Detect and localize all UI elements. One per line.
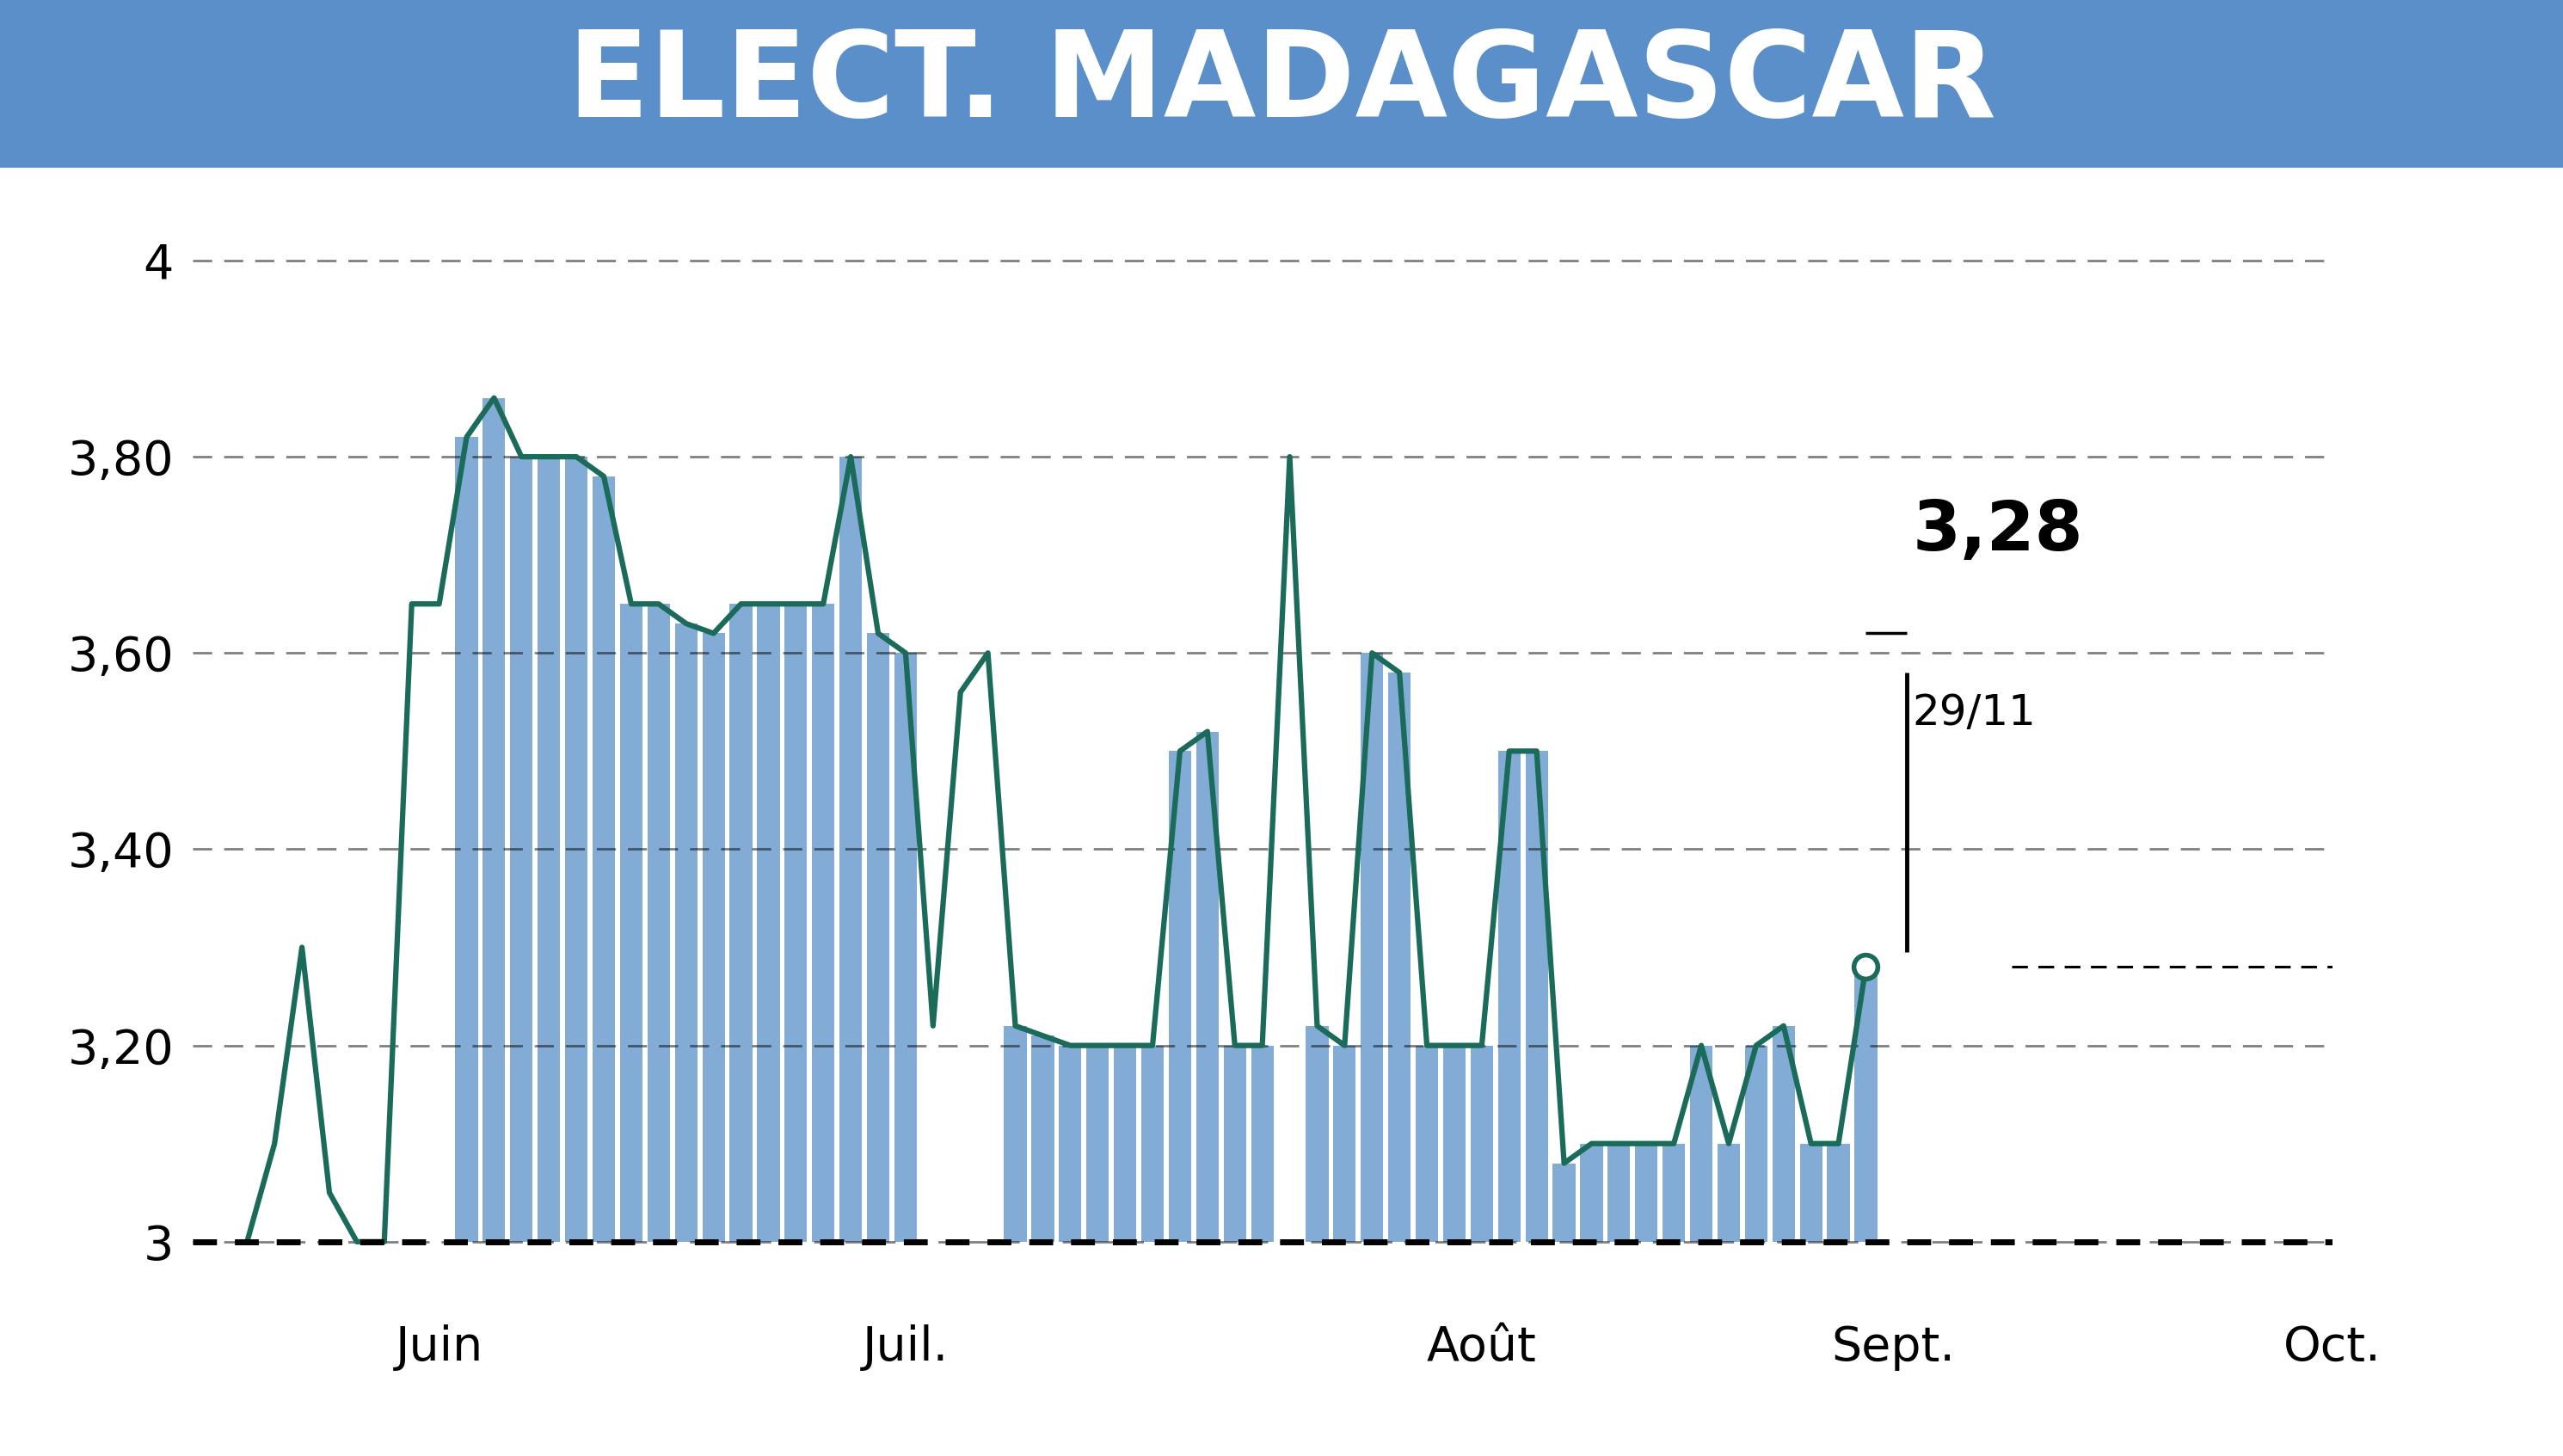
Bar xyxy=(1030,1035,1053,1242)
Bar xyxy=(1799,1143,1822,1242)
Bar xyxy=(1223,1045,1246,1242)
Bar xyxy=(812,604,836,1242)
Bar xyxy=(1169,751,1192,1242)
Bar xyxy=(1689,1045,1712,1242)
Bar xyxy=(1005,1026,1028,1242)
Bar xyxy=(510,457,533,1242)
Bar xyxy=(538,457,561,1242)
Bar xyxy=(648,604,669,1242)
Bar xyxy=(784,604,807,1242)
Bar xyxy=(1663,1143,1684,1242)
Bar xyxy=(1251,1045,1274,1242)
Bar xyxy=(1827,1143,1850,1242)
Bar xyxy=(674,623,697,1242)
Bar xyxy=(1141,1045,1164,1242)
Bar xyxy=(564,457,587,1242)
Bar xyxy=(1607,1143,1630,1242)
Bar xyxy=(894,652,918,1242)
Bar xyxy=(1774,1026,1794,1242)
Bar xyxy=(482,397,505,1242)
Text: ELECT. MADAGASCAR: ELECT. MADAGASCAR xyxy=(566,26,1997,141)
Bar xyxy=(1717,1143,1740,1242)
Text: 3,28: 3,28 xyxy=(1912,498,2084,565)
Bar xyxy=(866,633,889,1242)
Bar xyxy=(1443,1045,1466,1242)
Bar xyxy=(456,437,477,1242)
Bar xyxy=(1333,1045,1356,1242)
Bar xyxy=(1635,1143,1658,1242)
Bar xyxy=(1553,1163,1576,1242)
Bar xyxy=(1581,1143,1602,1242)
Text: 29/11: 29/11 xyxy=(1912,692,2035,734)
Bar xyxy=(1497,751,1520,1242)
Bar xyxy=(1525,751,1548,1242)
Bar xyxy=(841,457,861,1242)
Bar xyxy=(1745,1045,1768,1242)
Bar xyxy=(1115,1045,1135,1242)
Bar xyxy=(1389,673,1410,1242)
Bar xyxy=(1415,1045,1438,1242)
Bar xyxy=(756,604,779,1242)
Bar xyxy=(1471,1045,1494,1242)
Bar xyxy=(1087,1045,1110,1242)
Bar xyxy=(1361,652,1384,1242)
Bar xyxy=(1059,1045,1082,1242)
Bar xyxy=(592,476,615,1242)
Bar xyxy=(1197,731,1217,1242)
Bar xyxy=(702,633,725,1242)
Bar xyxy=(1856,967,1876,1242)
Bar xyxy=(1307,1026,1328,1242)
Bar xyxy=(730,604,751,1242)
Bar xyxy=(620,604,643,1242)
